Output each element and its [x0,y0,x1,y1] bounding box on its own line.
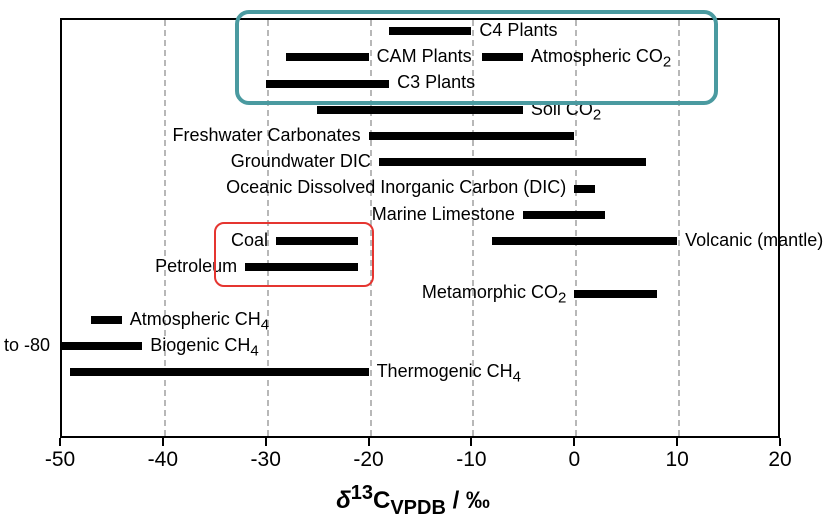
highlight-box [214,222,373,287]
range-bar [574,185,595,193]
range-bar-label: Freshwater Carbonates [172,125,360,146]
range-bar [523,211,605,219]
x-tick [573,438,575,446]
x-tick [779,438,781,446]
x-tick-label: 0 [568,448,580,472]
range-bar [70,368,368,376]
x-tick [59,438,61,446]
x-tick-label: 10 [665,448,688,472]
x-tick [368,438,370,446]
range-bar [60,342,142,350]
range-bar-label: Thermogenic CH4 [377,361,521,386]
x-axis-label: δ13CVPDB / ‰ [0,482,826,520]
range-bar-label: Marine Limestone [372,204,515,225]
x-tick [265,438,267,446]
range-bar-label: Oceanic Dissolved Inorganic Carbon (DIC) [226,177,566,198]
range-bar-label: Groundwater DIC [231,151,371,172]
x-tick [162,438,164,446]
range-bar [91,316,122,324]
x-tick-label: -10 [456,448,486,472]
range-bar [317,106,523,114]
x-tick-label: -30 [251,448,281,472]
x-tick [470,438,472,446]
range-bar-label: Volcanic (mantle) CO2 [685,230,826,255]
left-overflow-label: to -80 [4,335,50,356]
x-tick [676,438,678,446]
range-bar-label: Biogenic CH4 [150,335,258,360]
highlight-box [235,10,718,105]
range-bar [492,237,677,245]
x-tick-label: -20 [353,448,383,472]
x-tick-label: 20 [768,448,791,472]
range-bar [574,290,656,298]
x-tick-label: -50 [45,448,75,472]
range-bar [379,158,646,166]
range-bar [369,132,575,140]
x-tick-label: -40 [148,448,178,472]
range-bar-label: Metamorphic CO2 [422,282,566,307]
range-bar-label: Atmospheric CH4 [130,309,269,334]
